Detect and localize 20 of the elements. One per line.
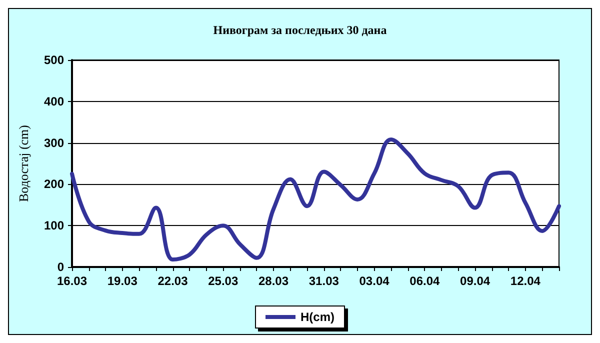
x-tick-label: 09.04 [460,274,490,288]
x-tick-label: 31.03 [308,274,340,288]
x-tick-label: 06.04 [410,274,440,288]
x-tick-label: 25.03 [208,274,238,288]
line-series [70,137,561,262]
x-tick-label: 03.04 [359,274,390,288]
y-tick-label: 400 [44,94,64,108]
y-axis-title: Водостај (cm) [16,124,31,202]
x-tick-label: 16.03 [56,274,88,288]
x-tick-label: 28.03 [258,274,289,288]
chart-title: Нивограм за последњих 30 дана [213,23,387,37]
x-tick-label: 19.03 [107,274,138,288]
y-tick-label: 100 [44,218,64,233]
y-tick-label: 200 [44,177,64,192]
x-tick-label: 12.04 [510,274,541,288]
x-tick-label: 22.03 [158,274,188,288]
y-tick-label: 500 [44,53,64,67]
legend-label: H(cm) [300,310,335,324]
y-tick-label: 300 [44,136,64,150]
y-tick-label: 0 [57,260,64,274]
